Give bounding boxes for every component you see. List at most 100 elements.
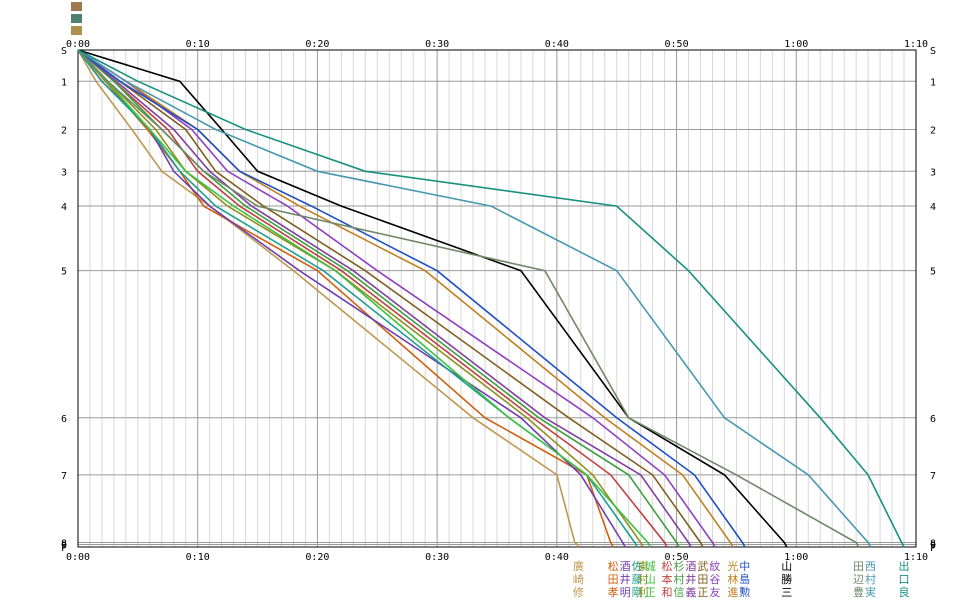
series-line	[77, 49, 638, 548]
series-name-char: 田	[853, 560, 864, 573]
x-tick-label-top: 1:10	[904, 39, 928, 50]
station-label-right: 4	[930, 202, 936, 213]
x-tick-label-top: 0:20	[305, 39, 329, 50]
series-name-char: 光	[727, 559, 738, 573]
x-tick-label-bottom: 0:10	[186, 552, 210, 563]
series-line	[77, 49, 668, 548]
x-axis-bottom: 0:00 0:10 0:20 0:30 0:40 0:50 1:00 1:10	[66, 552, 928, 563]
series-name-char: 井	[620, 572, 631, 586]
series-name-char: 利	[638, 586, 649, 599]
series-name-char: 谷	[709, 573, 720, 586]
x-tick-label-bottom: 1:10	[904, 552, 928, 563]
station-label-right: 3	[930, 167, 936, 178]
series-line	[77, 49, 692, 548]
series-name-char: 山	[645, 573, 656, 586]
x-tick-label-bottom: 0:40	[545, 552, 569, 563]
x-tick-label-top: 0:30	[425, 39, 449, 50]
x-axis-top: 0:00 0:10 0:20 0:30 0:40 0:50 1:00 1:10	[66, 39, 928, 50]
x-tick-label-top: 1:00	[784, 39, 808, 50]
series-name-char: 杉	[673, 559, 684, 573]
legend-swatch-2	[71, 14, 82, 23]
station-label-right: 5	[930, 267, 936, 278]
series-name-char: 酒	[685, 560, 696, 573]
series-line	[77, 49, 746, 548]
station-label-left: F	[61, 543, 67, 554]
series-name-char: 勝	[781, 572, 792, 586]
series-name-char: 東	[638, 560, 649, 573]
station-label-left: 2	[61, 126, 67, 137]
series-name-char: 中	[739, 560, 750, 573]
series-name-char: 信	[673, 586, 684, 599]
series-name-char: 武	[697, 560, 708, 573]
station-label-right: 6	[930, 414, 936, 425]
series-name-char: 本	[661, 572, 672, 586]
plot-frame	[77, 49, 917, 548]
series-name-char: 出	[899, 559, 910, 573]
x-tick-label-top: 0:50	[665, 39, 689, 50]
series-name-char: 林	[727, 572, 738, 586]
series-name-char: 松	[661, 559, 672, 573]
x-tick-label-top: 0:40	[545, 39, 569, 50]
series-line	[77, 49, 580, 548]
station-label-left: 7	[61, 471, 67, 482]
series-name-char: 村	[673, 572, 684, 586]
series-name-char: 山	[781, 560, 792, 573]
series-name-char: 正	[697, 586, 708, 599]
series-name-char: 正	[645, 586, 656, 599]
series-name-char: 村	[638, 572, 649, 586]
series-name-char: 村	[865, 572, 876, 586]
series-name-char: 実	[865, 585, 876, 599]
station-label-right: S	[930, 46, 936, 57]
station-label-left: S	[61, 46, 67, 57]
series-line	[77, 49, 860, 548]
y-axis-right: S 1 2 3 4 5 6 7 89F	[930, 46, 936, 554]
series-name-char: 廣	[573, 559, 584, 573]
series-name-char: 酒	[620, 560, 631, 573]
series-name-char: 和	[661, 586, 672, 599]
station-label-left: 6	[61, 414, 67, 425]
series-name-char: 藤	[632, 573, 643, 586]
station-label-right: 2	[930, 126, 936, 137]
station-label-right: 7	[930, 471, 936, 482]
legend-swatch-3	[71, 26, 82, 35]
series-name-char: 田	[608, 573, 619, 586]
series-name-char: 友	[709, 585, 720, 599]
series-name-char: 三	[781, 586, 792, 599]
x-tick-label-bottom: 0:20	[305, 552, 329, 563]
x-tick-label-bottom: 0:30	[425, 552, 449, 563]
series-line	[77, 49, 680, 548]
series-name-char: 明	[620, 586, 631, 599]
series-line	[77, 49, 734, 548]
series-name-char: 島	[739, 572, 750, 586]
station-label-right: F	[930, 543, 936, 554]
series-line	[77, 49, 704, 548]
x-tick-label-top: 0:10	[186, 39, 210, 50]
series-line	[77, 49, 905, 548]
series-name-char: 城	[645, 560, 656, 573]
series-name-char: 紋	[709, 559, 720, 573]
series-name-char: 進	[727, 586, 738, 599]
x-tick-label-bottom: 0:50	[665, 552, 689, 563]
x-tick-label-bottom: 1:00	[784, 552, 808, 563]
series-name-char: 口	[899, 573, 910, 586]
x-tick-label-bottom: 0:00	[66, 552, 90, 563]
station-label-right: 8	[930, 539, 936, 550]
station-label-left: 1	[61, 77, 67, 88]
station-label-left: 9	[61, 541, 67, 552]
series-name-char: 勲	[739, 585, 750, 599]
series-name-char: 松	[608, 559, 619, 573]
series-name-char: 孝	[608, 586, 619, 599]
series-line	[77, 49, 872, 548]
series-name-char: 辺	[853, 573, 864, 586]
series-line	[77, 49, 651, 548]
station-label-left: 3	[61, 167, 67, 178]
series-name-labels: 廣崎修松田孝酒井明佐藤剛東村利城山正松本和杉村信酒井義武田正紋谷友光林進中島勲山…	[573, 559, 910, 599]
series-line	[77, 49, 788, 548]
station-label-right: 9	[930, 541, 936, 552]
series-line	[77, 49, 716, 548]
series-name-char: 崎	[573, 572, 584, 586]
series-name-char: 田	[697, 573, 708, 586]
y-axis-left: S 1 2 3 4 5 6 7 89F	[61, 46, 67, 554]
